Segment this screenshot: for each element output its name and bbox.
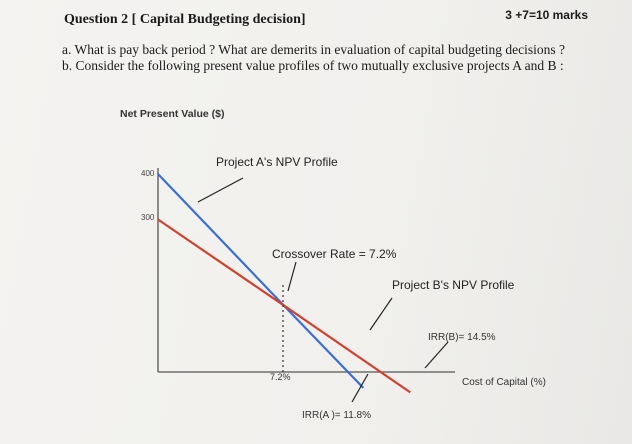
question-part-a: a. What is pay back period ? What are de… [62,42,565,57]
project-b-npv-line [157,218,411,394]
crossover-label: Crossover Rate = 7.2% [272,247,397,261]
project-a-pointer [197,177,244,203]
crossover-tick-label: 7.2% [270,372,291,382]
marks-label: 3 +7=10 marks [505,8,588,22]
irr-b-label: IRR(B)= 14.5% [428,332,496,343]
x-axis-label: Cost of Capital (%) [462,377,546,388]
question-title: Question 2 [ Capital Budgeting decision] [64,12,306,27]
crossover-pointer [287,261,297,292]
y-axis-label: Net Present Value ($) [120,108,224,120]
irr-a-pointer [351,373,369,403]
irr-a-label: IRR(A )= 11.8% [302,410,371,421]
y-tick-300: 300 [141,213,155,222]
irr-b-pointer [424,341,449,369]
project-a-label: Project A's NPV Profile [216,155,338,169]
question-part-b: b. Consider the following present value … [62,58,564,73]
project-b-pointer [369,297,393,331]
y-tick-400: 400 [141,169,155,178]
project-a-npv-line [157,173,365,389]
project-b-label: Project B's NPV Profile [392,278,515,292]
